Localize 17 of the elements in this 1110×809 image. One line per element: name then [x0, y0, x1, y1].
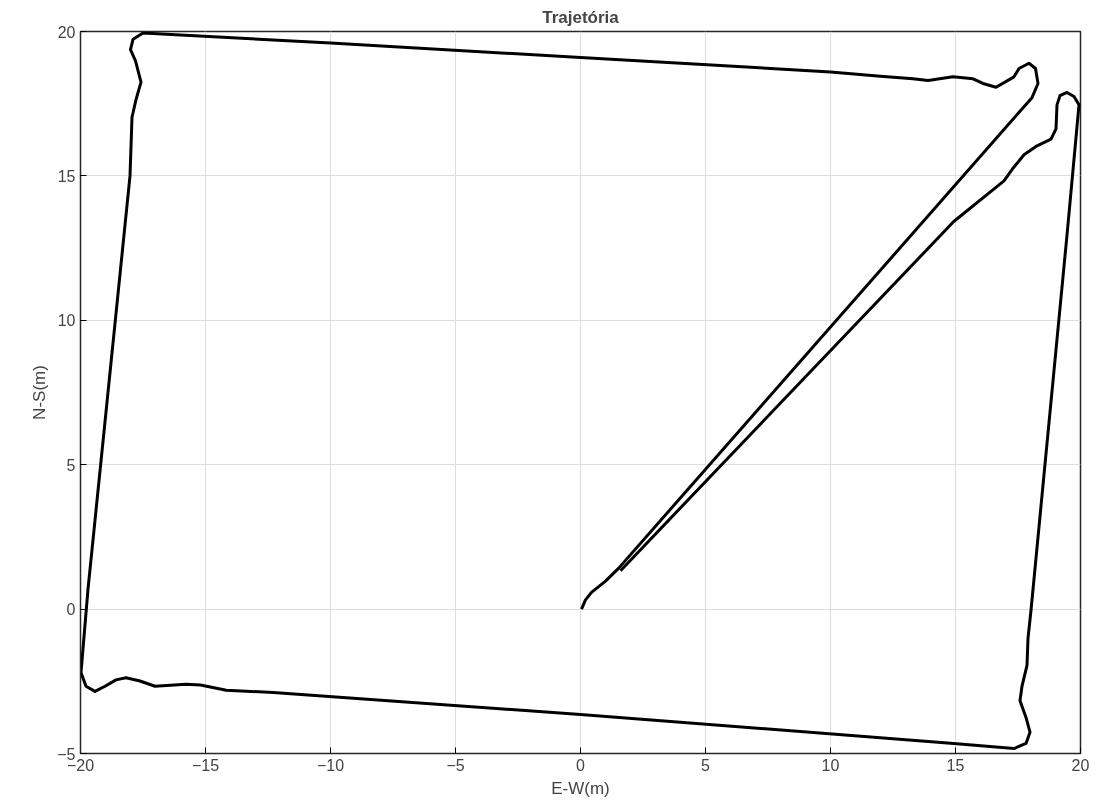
x-tick-label: 5 [701, 756, 711, 774]
y-tick-label: 5 [66, 456, 76, 474]
x-tick-label: −10 [316, 756, 345, 774]
y-tick-label: 15 [57, 167, 76, 185]
y-tick-label: 20 [57, 23, 76, 41]
line-series [80, 31, 1081, 751]
y-tick-label: 0 [66, 601, 76, 619]
chart-title: Trajetória [542, 7, 620, 27]
x-tick-label: 20 [1071, 756, 1090, 774]
x-tick-label: −15 [191, 756, 220, 774]
x-axis-title: E-W(m) [551, 778, 610, 798]
x-tick-label: −5 [446, 756, 465, 774]
y-tick-label: 10 [57, 312, 76, 330]
y-axis-title: N-S(m) [30, 365, 50, 420]
x-tick-label: 0 [576, 756, 586, 774]
x-tick-label: 10 [821, 756, 840, 774]
x-tick-label: 15 [946, 756, 965, 774]
